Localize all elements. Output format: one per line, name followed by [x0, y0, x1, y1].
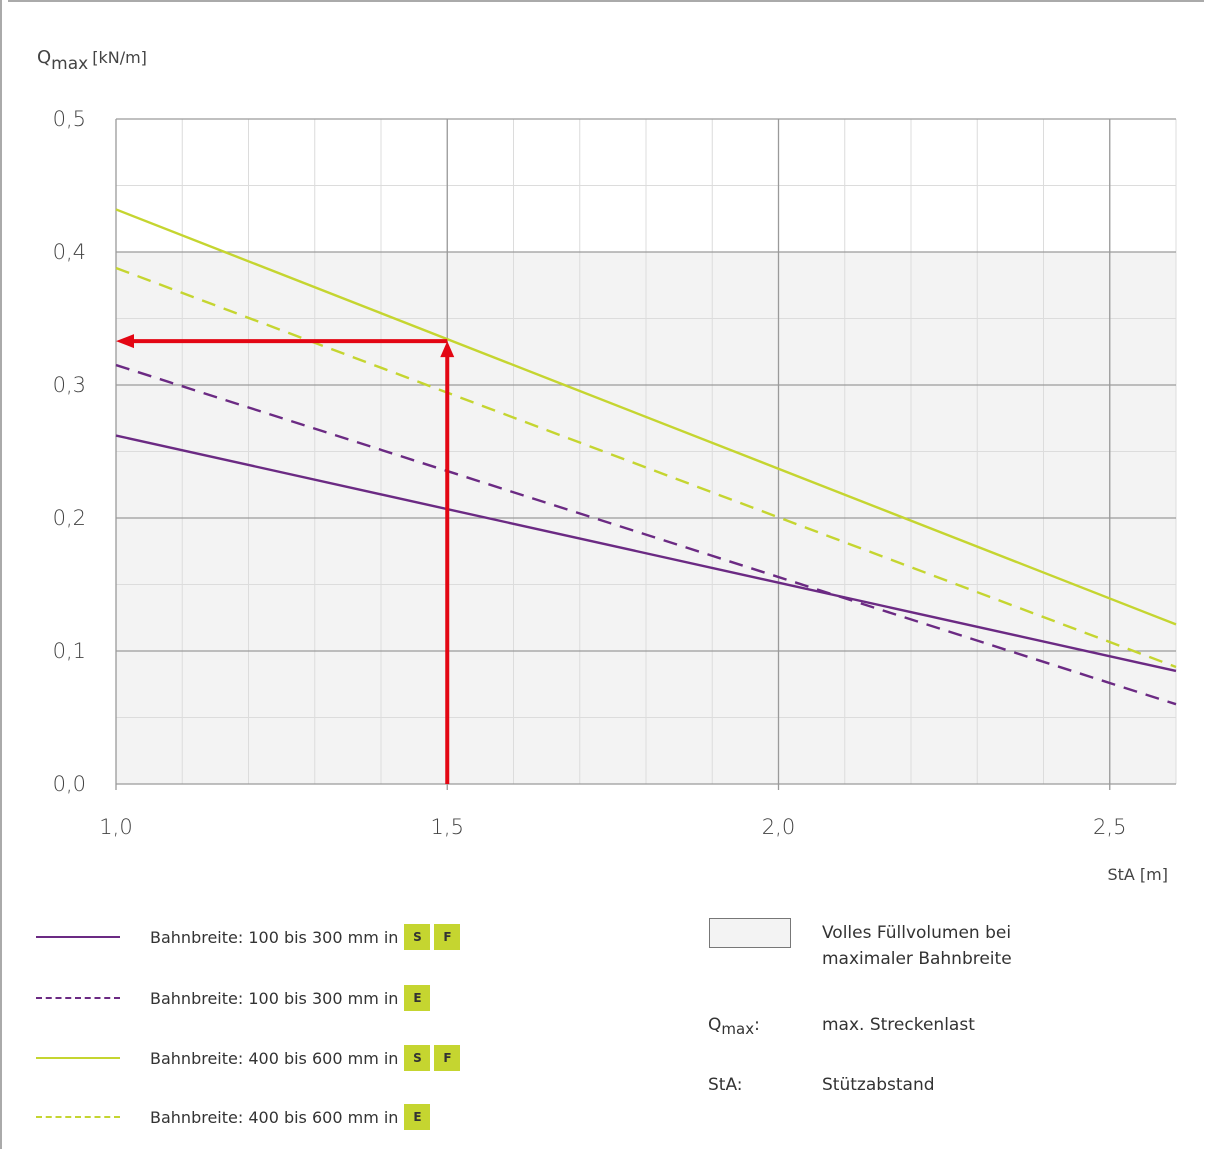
qmax-key: Qmax: — [708, 1015, 760, 1038]
legend-line-dashed-purple — [36, 997, 120, 999]
y-tick-label: 0,4 — [53, 240, 86, 264]
y-tick-label: 0,5 — [53, 107, 86, 131]
legend-item-4: Bahnbreite: 400 bis 600 mm in E — [36, 1102, 431, 1132]
legend-label: Bahnbreite: 400 bis 600 mm in — [150, 1107, 399, 1127]
y-axis-label: Qmax [kN/m] — [37, 47, 147, 74]
y-tick-label: 0,1 — [53, 639, 86, 663]
x-tick-label: 1,0 — [99, 815, 132, 839]
sta-key: StA: — [708, 1075, 743, 1095]
legend-label: Bahnbreite: 100 bis 300 mm in — [150, 927, 399, 947]
badge-e: E — [404, 985, 431, 1011]
badge-s: S — [404, 1045, 431, 1071]
tick-labels: 0,0 0,1 0,2 0,3 0,4 0,5 1,0 1,5 2,0 2,5 — [53, 107, 1127, 839]
legend-line-solid-green — [36, 1057, 120, 1059]
badge-f: F — [434, 924, 461, 950]
x-tick-label: 2,5 — [1093, 815, 1126, 839]
badge-s: S — [404, 924, 431, 950]
legend-label: Bahnbreite: 400 bis 600 mm in — [150, 1048, 399, 1068]
qmax-value: max. Streckenlast — [822, 1015, 975, 1035]
legend-label: Bahnbreite: 100 bis 300 mm in — [150, 988, 399, 1008]
line-chart: 0,0 0,1 0,2 0,3 0,4 0,5 1,0 1,5 2,0 2,5 Qmax [kN/m… — [37, 47, 1177, 884]
badge-e: E — [404, 1104, 431, 1130]
reading-arrows — [116, 334, 455, 784]
series-line-2 — [115, 363, 1177, 706]
y-tick-label: 0,0 — [53, 772, 86, 796]
vertical-arrow-head — [440, 341, 455, 358]
series-line-4 — [115, 266, 1177, 669]
x-tick-label: 2,0 — [762, 815, 795, 839]
horizontal-arrow-head — [116, 334, 134, 349]
swatch-text-line-1: Volles Füllvolumen bei — [822, 923, 1012, 943]
x-tick-label: 1,5 — [431, 815, 464, 839]
major-grid — [115, 118, 1176, 790]
sta-value: Stützabstand — [822, 1075, 935, 1095]
y-tick-label: 0,3 — [53, 373, 86, 397]
swatch-description: Volles Füllvolumen bei maximaler Bahnbre… — [822, 920, 1012, 972]
x-axis-label: StA [m] — [1107, 865, 1168, 884]
series-line-3 — [115, 208, 1177, 626]
series-line-1 — [115, 434, 1177, 673]
legend-line-dashed-green — [36, 1116, 120, 1118]
legend-line-solid-purple — [36, 936, 120, 938]
legend-item-2: Bahnbreite: 100 bis 300 mm in E — [36, 983, 431, 1013]
badge-f: F — [434, 1045, 461, 1071]
y-tick-label: 0,2 — [53, 506, 86, 530]
full-volume-swatch — [709, 918, 791, 948]
swatch-text-line-2: maximaler Bahnbreite — [822, 949, 1012, 969]
series-lines — [115, 208, 1177, 706]
